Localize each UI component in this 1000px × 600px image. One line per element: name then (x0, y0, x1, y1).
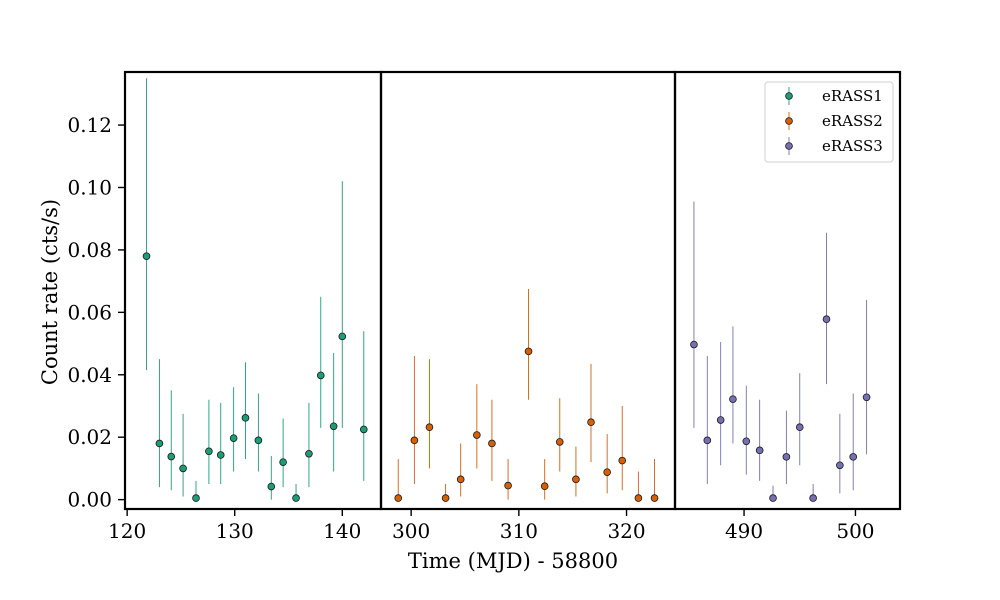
data-point (540, 482, 549, 491)
plot-area (142, 78, 871, 502)
y-tick-label: 0.02 (67, 425, 112, 449)
data-point (618, 456, 627, 465)
legend: eRASS1 eRASS2 eRASS3 (764, 81, 894, 163)
x-tick-label: 120 (108, 519, 146, 543)
data-point (504, 481, 512, 490)
y-tick-label: 0.10 (67, 175, 112, 199)
data-point (555, 438, 564, 446)
x-tick-label: 310 (500, 519, 538, 543)
data-point (742, 437, 751, 446)
x-tick-label: 320 (607, 519, 645, 543)
data-point (441, 494, 450, 502)
x-axis-label: Time (MJD) - 58800 (408, 549, 618, 573)
panel-frame (673, 70, 902, 511)
data-point (716, 416, 725, 424)
series-eRASS1 (142, 78, 368, 502)
y-tick-label: 0.04 (67, 363, 112, 387)
y-tick-label: 0.08 (67, 238, 112, 262)
legend-marker (785, 142, 793, 150)
y-tick-label: 0.12 (67, 113, 112, 137)
series-eRASS2 (394, 288, 659, 502)
data-point (216, 451, 225, 459)
data-point (205, 447, 213, 456)
data-point (755, 446, 764, 455)
data-point (179, 464, 187, 473)
x-axis: 120 130 140 300 310 320 490 500 (108, 509, 875, 543)
data-point (279, 458, 287, 466)
y-tick-label: 0.00 (67, 488, 112, 512)
data-point (241, 414, 250, 422)
data-point (359, 425, 368, 434)
legend-marker (785, 92, 793, 100)
data-point (795, 423, 804, 432)
legend-label: eRASS3 (822, 137, 883, 155)
data-point (703, 436, 712, 445)
data-point (155, 439, 164, 448)
data-point (167, 452, 176, 461)
data-point (254, 436, 263, 445)
data-point (192, 494, 200, 502)
legend-item: eRASS3 (785, 137, 883, 155)
x-tick-label: 500 (836, 519, 874, 543)
data-point (305, 449, 313, 458)
data-point (338, 332, 347, 341)
data-point (394, 494, 403, 502)
legend-box (764, 81, 894, 163)
legend-label: eRASS2 (822, 112, 883, 130)
data-point (329, 422, 338, 431)
data-point (836, 461, 844, 470)
data-point (142, 252, 151, 260)
x-tick-label: 130 (216, 519, 254, 543)
data-point (410, 436, 419, 445)
panel-frame (379, 70, 677, 511)
y-tick-label: 0.06 (67, 300, 112, 324)
x-tick-label: 300 (392, 519, 430, 543)
data-point (587, 418, 595, 427)
data-point (769, 494, 777, 502)
data-point (729, 395, 737, 403)
data-point (572, 475, 580, 484)
legend-marker (785, 117, 793, 125)
legend-item: eRASS1 (785, 87, 883, 105)
data-point (456, 475, 465, 484)
data-point (822, 315, 831, 324)
axes-frame (123, 70, 902, 511)
data-point (690, 340, 698, 349)
data-point (316, 371, 325, 380)
data-point (809, 494, 817, 502)
data-point (603, 468, 611, 476)
y-axis: 0.00 0.02 0.04 0.06 0.08 0.10 0.12 (67, 113, 125, 512)
data-point (862, 393, 871, 402)
data-point (292, 494, 300, 502)
legend-label: eRASS1 (822, 87, 883, 105)
data-point (229, 434, 238, 442)
data-point (849, 453, 858, 461)
series-eRASS3 (690, 201, 871, 502)
data-point (782, 453, 791, 461)
data-point (425, 423, 434, 432)
data-point (473, 431, 481, 439)
data-point (650, 494, 659, 502)
x-tick-label: 490 (725, 519, 763, 543)
data-point (524, 347, 533, 356)
data-point (267, 482, 276, 491)
y-axis-label: Count rate (cts/s) (38, 199, 62, 385)
data-point (488, 439, 496, 448)
data-point (634, 494, 643, 502)
x-tick-label: 140 (323, 519, 361, 543)
legend-item: eRASS2 (785, 112, 883, 130)
